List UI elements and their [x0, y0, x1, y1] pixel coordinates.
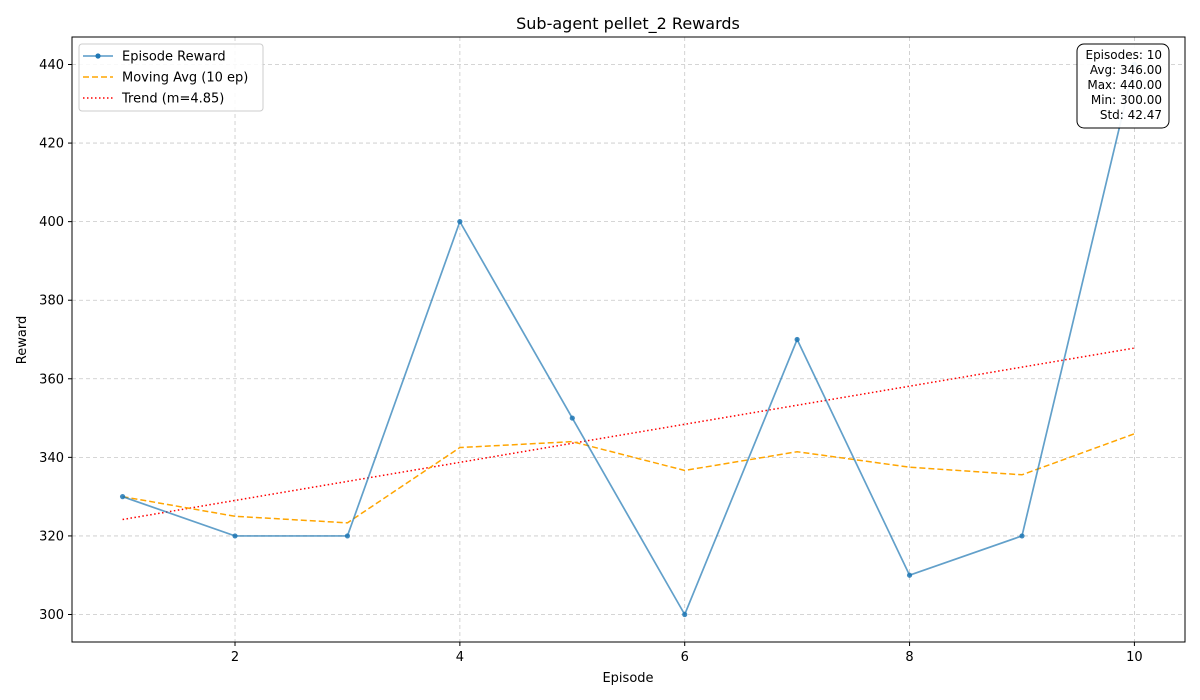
axes: 2 4 6 8 10 300 320 340 360 380 400 420 440: [39, 36, 1186, 665]
y-tick-label: 300: [39, 608, 64, 623]
stats-line: Max: 440.00: [1087, 78, 1162, 92]
x-axis-label: Episode: [602, 671, 653, 686]
legend-box: [78, 43, 264, 112]
y-tick-label: 400: [39, 215, 64, 230]
y-tick-label: 380: [39, 294, 64, 309]
stats-line: Avg: 346.00: [1090, 63, 1162, 77]
x-tick-label: 2: [231, 650, 239, 665]
legend: Episode Reward Moving Avg (10 ep) Trend (m…: [78, 43, 264, 112]
legend-marker: [95, 53, 101, 59]
legend-label: Trend (m=4.85): [121, 92, 224, 107]
data-point: [569, 415, 575, 421]
y-tick-label: 440: [39, 58, 64, 73]
series-line: [122, 64, 1136, 617]
data-point: [344, 533, 351, 539]
grid: [72, 37, 1185, 642]
y-axis-label: Reward: [15, 316, 30, 364]
data-point: [906, 572, 913, 578]
legend-label: Episode Reward: [122, 50, 226, 65]
y-tick-label: 420: [39, 137, 64, 152]
stats-box-frame: [1076, 43, 1170, 129]
stats-line: Min: 300.00: [1091, 93, 1162, 107]
data-point: [1019, 533, 1025, 539]
y-tick-label: 320: [39, 529, 64, 544]
x-tick-label: 4: [456, 650, 464, 665]
y-tick-label: 340: [39, 451, 64, 466]
x-tick-label: 6: [681, 650, 689, 665]
data-point: [119, 494, 126, 500]
y-tick-label: 360: [39, 372, 64, 387]
x-tick-label: 8: [905, 650, 913, 665]
series-line: [122, 433, 1135, 524]
series-layer: [119, 61, 1138, 618]
data-point: [457, 219, 463, 225]
x-tick-label: 10: [1126, 650, 1143, 665]
data-point: [794, 336, 800, 343]
plot-frame: [71, 36, 1186, 643]
stats-line: Episodes: 10: [1085, 48, 1162, 62]
data-point: [232, 533, 238, 539]
chart-title: Sub-agent pellet_2 Rewards: [516, 14, 740, 34]
legend-label: Moving Avg (10 ep): [122, 71, 248, 86]
stats-line: Std: 42.47: [1100, 108, 1162, 122]
data-point: [682, 611, 688, 618]
series-line: [122, 347, 1135, 521]
